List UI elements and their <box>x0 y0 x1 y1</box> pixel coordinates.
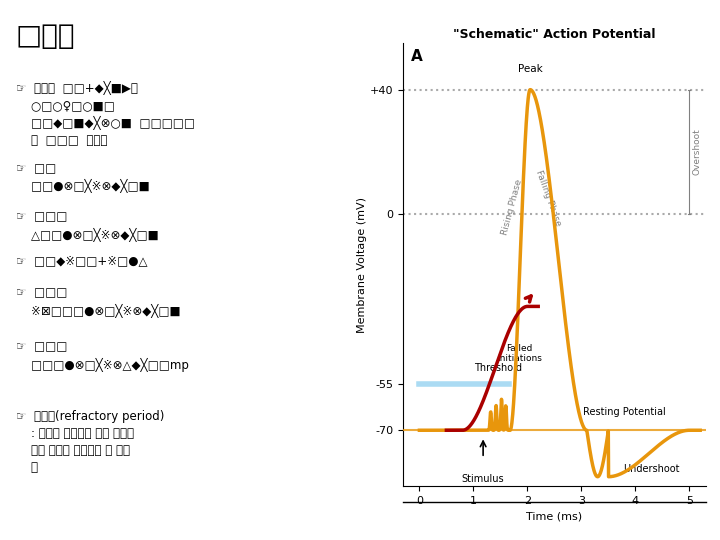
Text: Failed
Initiations: Failed Initiations <box>497 343 541 363</box>
Text: ☞  □□□
    ※⊠□□□●⊗□╳※⊗◆╳□■: ☞ □□□ ※⊠□□□●⊗□╳※⊗◆╳□■ <box>16 286 180 318</box>
Text: Threshold: Threshold <box>474 363 523 373</box>
X-axis label: Time (ms): Time (ms) <box>526 511 582 521</box>
Text: □전위: □전위 <box>16 22 75 50</box>
Text: Resting Potential: Resting Potential <box>583 407 666 417</box>
Text: ☞  □□□
    □□□●⊗□╳※⊗△◆╳□□mp: ☞ □□□ □□□●⊗□╳※⊗△◆╳□□mp <box>16 340 189 372</box>
Text: Overshoot: Overshoot <box>692 128 701 175</box>
Text: ☞  불응기(refractory period)
    : 세포가 재분극이 되기 전까지
    다른 자극을 받아들일 수 없는
    것: ☞ 불응기(refractory period) : 세포가 재분극이 되기 전… <box>16 410 164 475</box>
Text: ☞  막전압  □□+◆╳■▶。
    ○□○♀□○■□
    □□◆□■◆╳⊗○■  □□□□□
    적  □□□  반투막: ☞ 막전압 □□+◆╳■▶。 ○□○♀□○■□ □□◆□■◆╳⊗○■ □□□□□… <box>16 81 194 147</box>
Text: ☞  □□
    □□●⊗□╳※⊗◆╳□■: ☞ □□ □□●⊗□╳※⊗◆╳□■ <box>16 162 149 193</box>
Text: ☞  □□◆※□□+※□●△: ☞ □□◆※□□+※□●△ <box>16 254 147 267</box>
Text: Peak: Peak <box>518 64 542 74</box>
Text: Stimulus: Stimulus <box>462 474 505 484</box>
Text: Rising Phase: Rising Phase <box>500 178 524 236</box>
Text: A: A <box>411 49 423 64</box>
Y-axis label: Membrane Voltage (mV): Membrane Voltage (mV) <box>357 197 367 333</box>
Title: "Schematic" Action Potential: "Schematic" Action Potential <box>453 28 656 40</box>
Text: ☞  □□□
    △□□●⊗□╳※⊗◆╳□■: ☞ □□□ △□□●⊗□╳※⊗◆╳□■ <box>16 211 158 242</box>
Text: Falling Phase: Falling Phase <box>534 169 562 227</box>
Text: Undershoot: Undershoot <box>624 464 680 474</box>
